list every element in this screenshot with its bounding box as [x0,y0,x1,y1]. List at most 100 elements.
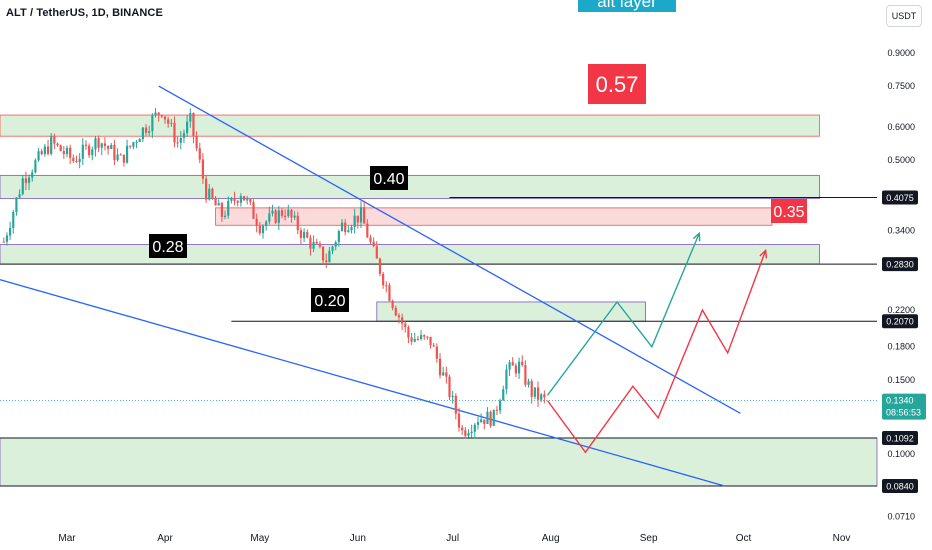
zone-green [0,174,820,200]
candle-body [163,116,167,120]
candle-body [410,337,413,342]
candle-body [192,112,195,137]
zone-red [215,207,773,226]
candle-body [290,209,293,218]
symbol-title: ALT / TetherUS, 1D, BINANCE [6,7,163,19]
candle-body [457,413,461,428]
x-tick-label: May [250,533,269,544]
projection-red [546,250,767,454]
candle-body [442,372,445,376]
target-035-label: 0.35 [773,204,804,221]
candle-body [15,197,18,212]
level-020-label: 0.20 [314,293,345,310]
candle-body [315,242,318,244]
candle-body [505,369,508,390]
candle-body [543,394,546,398]
candle-body [31,172,34,178]
candle-body [100,143,103,148]
projections-layer [546,231,768,454]
candle-body [419,335,423,340]
candle-body [195,136,198,149]
target-035-label-box [771,199,807,223]
candle-body [151,115,154,132]
y-tick-label: 0.7500 [887,81,915,91]
candle-body [423,335,426,337]
candle-body [223,215,227,217]
candle-body [233,198,236,202]
y-tick-label: 0.1000 [887,449,915,459]
candle-body [536,387,540,400]
projection-arrowhead [692,231,701,242]
candle-body [56,143,59,146]
candle-body [312,242,315,249]
candle-body [208,188,211,200]
candle-body [293,215,296,218]
candle-body [473,424,476,432]
candle-body [407,327,410,338]
candle-body [413,338,416,342]
candle-body [170,122,173,124]
candle-body [426,336,429,338]
candle-body [451,395,454,398]
candle-body [103,143,107,147]
price-axis: 1.10000.90000.75000.60000.50000.34000.22… [882,11,926,522]
candle-body [176,142,179,144]
brand-badge: alt layer [578,0,676,12]
candle-body [88,145,91,156]
level-020-label-box [311,288,349,312]
candle-body [394,307,397,316]
candle-body [265,221,268,226]
candle-body [261,225,265,234]
candle-body [480,419,483,423]
candle-body [271,210,274,214]
candle-body [284,215,287,217]
candle-body [498,400,502,411]
y-tick-label: 0.1800 [887,342,915,352]
level-028-label-box [149,234,187,258]
candle-body [353,215,356,228]
trendline [0,279,725,487]
candle-body [50,136,53,154]
candle-body [138,139,141,143]
candle-body [464,430,467,436]
candle-body [280,210,284,216]
candle-body [397,315,401,318]
candle-body [435,346,438,359]
candle-body [46,146,50,154]
candles-layer [2,108,546,439]
candle-body [242,196,246,201]
zone-green [0,114,820,137]
candle-body [135,142,138,144]
candle-body [540,394,543,400]
candle-body [72,157,75,161]
zone-green [0,244,820,265]
candle-body [167,119,170,124]
price-tag-label: 0.4075 [886,193,914,203]
candle-body [356,215,359,223]
candle-body [116,154,119,160]
candle-body [18,194,21,198]
candle-body [521,361,524,366]
candle-body [5,235,9,242]
x-tick-label: Apr [157,533,173,544]
candle-body [328,250,331,263]
candle-body [296,215,299,231]
candle-body [274,210,277,223]
x-tick-label: Nov [833,533,851,544]
currency-selector[interactable]: USDT [886,5,922,27]
candle-body [106,146,110,149]
candle-body [34,160,37,173]
candle-body [302,232,306,239]
price-tag-label: 0.2830 [886,260,914,270]
candle-body [277,210,280,223]
candle-body [530,381,533,397]
candle-body [502,389,505,401]
candle-body [119,154,122,156]
candle-body [157,112,160,116]
candle-body [204,178,208,200]
candle-body [148,131,151,133]
candle-body [37,151,40,161]
candle-body [129,145,132,147]
zone-green [0,437,878,487]
